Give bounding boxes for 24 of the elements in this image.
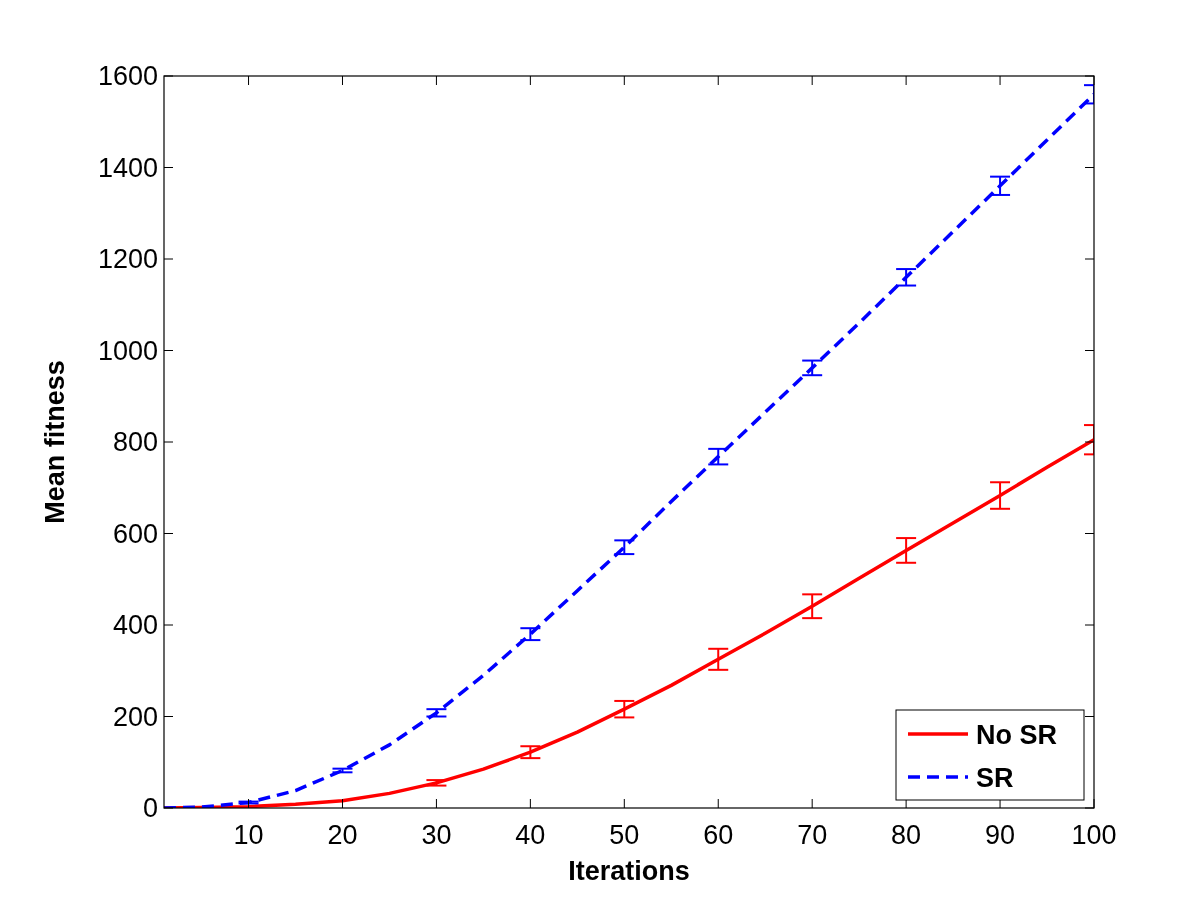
y-tick-label: 400 [112, 610, 158, 640]
y-tick-label: 0 [142, 793, 158, 823]
x-tick-label: 20 [327, 820, 358, 850]
legend-label: SR [976, 763, 1014, 793]
x-axis-title: Iterations [568, 856, 690, 886]
y-tick-label: 200 [112, 701, 158, 732]
y-tick-label: 1000 [97, 335, 158, 366]
y-axis-title: Mean fitness [40, 360, 70, 524]
x-tick-label: 90 [985, 820, 1016, 850]
x-tick-label: 80 [891, 820, 922, 850]
x-tick-label: 100 [1071, 820, 1117, 850]
x-tick-label: 70 [797, 820, 828, 850]
y-tick-label: 600 [112, 518, 158, 549]
line-series [164, 92, 1094, 808]
y-tick-label: 1400 [97, 152, 158, 183]
y-tick-label: 1200 [97, 244, 158, 274]
x-tick-label: 40 [515, 820, 546, 850]
x-tick-label: 10 [233, 820, 264, 850]
x-tick-label: 50 [609, 820, 640, 850]
x-tick-label: 30 [421, 820, 452, 850]
legend-label: No SR [976, 720, 1057, 750]
x-tick-label: 60 [703, 820, 734, 850]
y-tick-label: 1600 [97, 61, 158, 91]
y-tick-label: 800 [112, 427, 158, 457]
